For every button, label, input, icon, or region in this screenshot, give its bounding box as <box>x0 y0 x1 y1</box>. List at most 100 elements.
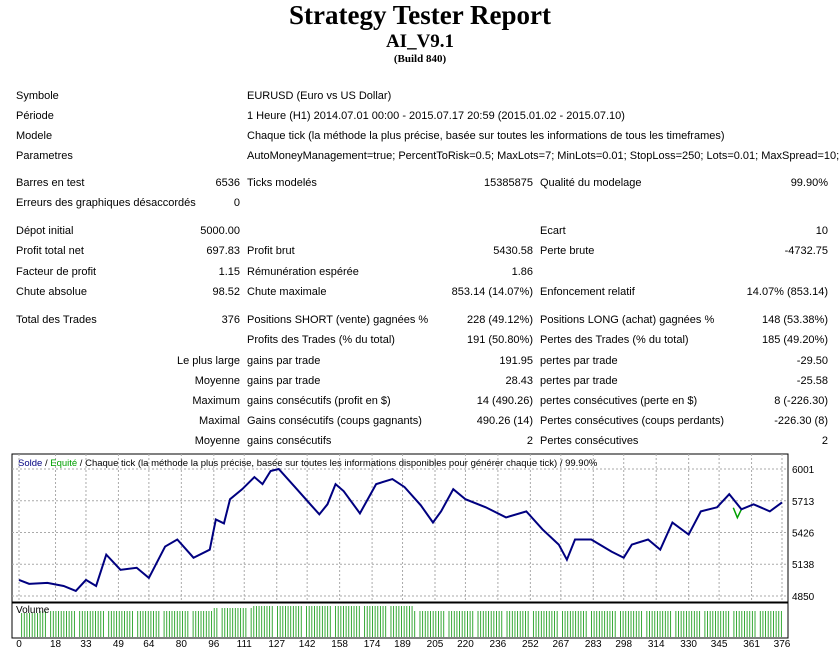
stat-label: gains consécutifs <box>247 435 332 447</box>
stat-value: 697.83 <box>206 245 240 257</box>
x-tick-label: 174 <box>364 639 381 650</box>
stat-value: 1.15 <box>218 266 240 278</box>
stat-value: 98.52 <box>212 286 240 298</box>
stat-value: Moyenne <box>194 375 240 387</box>
legend-equity: Equité <box>50 458 77 469</box>
x-tick-label: 314 <box>648 639 665 650</box>
stat-value: -29.50 <box>796 355 828 367</box>
stat-value: 14 (490.26) <box>476 395 533 407</box>
stat-label: Erreurs des graphiques désaccordés <box>16 197 196 209</box>
stat-label: Barres en test <box>16 177 85 189</box>
stat-value: 6536 <box>215 177 240 189</box>
info-value: EURUSD (Euro vs US Dollar) <box>247 90 392 102</box>
stat-label: Total des Trades <box>16 314 97 326</box>
stat-label: Positions SHORT (vente) gagnées % <box>247 314 429 326</box>
stat-value: -25.58 <box>796 375 828 387</box>
expert-name: AI_V9.1 <box>385 31 455 52</box>
stat-value: 376 <box>221 314 240 326</box>
x-tick-label: 111 <box>237 639 253 650</box>
x-tick-label: 80 <box>176 639 188 650</box>
info-label: Symbole <box>16 90 59 102</box>
x-tick-label: 96 <box>208 639 220 650</box>
info-value: Chaque tick (la méthode la plus précise,… <box>247 130 725 142</box>
info-value: AutoMoneyManagement=true; PercentToRisk=… <box>247 150 840 162</box>
volume-frame <box>11 602 789 639</box>
stat-label: gains par trade <box>247 355 321 367</box>
x-tick-label: 236 <box>490 639 507 650</box>
stat-value: -4732.75 <box>784 245 828 257</box>
stat-label: Qualité du modelage <box>540 177 642 189</box>
stat-value: 10 <box>815 225 828 237</box>
stat-value: 8 (-226.30) <box>774 395 828 407</box>
x-tick-label: 345 <box>711 639 728 650</box>
legend-rest: / Chaque tick (la méthode la plus précis… <box>77 458 598 469</box>
stat-label: Positions LONG (achat) gagnées % <box>540 314 715 326</box>
stat-label: Enfoncement relatif <box>540 286 635 298</box>
y-tick-label: 5426 <box>792 528 815 539</box>
stat-value: 14.07% (853.14) <box>746 286 828 298</box>
legend-balance: Solde <box>18 458 42 469</box>
equity-line <box>732 507 743 520</box>
stat-value: 2 <box>526 435 533 447</box>
stat-value: 5000.00 <box>200 225 240 237</box>
y-tick-label: 5138 <box>792 560 815 571</box>
legend-sep1: / <box>42 458 50 469</box>
x-tick-label: 220 <box>457 639 474 650</box>
stat-label: Profit total net <box>16 245 84 257</box>
info-label: Période <box>16 110 54 122</box>
x-tick-label: 205 <box>427 639 444 650</box>
stat-value: -226.30 (8) <box>774 415 828 427</box>
stat-value: 1.86 <box>511 266 533 278</box>
stat-value: 0 <box>233 197 240 209</box>
x-tick-label: 330 <box>680 639 697 650</box>
stat-label: gains consécutifs (profit en $) <box>247 395 391 407</box>
volume-label: Volume <box>16 605 50 616</box>
balance-line <box>18 467 783 593</box>
stat-label: Profits des Trades (% du total) <box>247 334 395 346</box>
x-tick-label: 0 <box>16 639 22 650</box>
plot-frame <box>11 453 789 603</box>
y-tick-label: 5713 <box>792 497 815 508</box>
x-tick-label: 64 <box>143 639 155 650</box>
stat-value: 853.14 (14.07%) <box>451 286 533 298</box>
stat-label: Ecart <box>540 225 566 237</box>
x-tick-label: 33 <box>80 639 92 650</box>
stat-label: Pertes des Trades (% du total) <box>540 334 689 346</box>
x-tick-label: 267 <box>552 639 569 650</box>
stat-value: Maximal <box>199 415 240 427</box>
y-tick-label: 4850 <box>792 592 815 603</box>
stat-value: 185 (49.20%) <box>761 334 828 346</box>
stat-label: Pertes consécutives (coups perdants) <box>540 415 725 427</box>
stat-value: 148 (53.38%) <box>761 314 828 326</box>
stat-label: Ticks modelés <box>247 177 317 189</box>
x-tick-label: 49 <box>113 639 125 650</box>
x-tick-label: 158 <box>331 639 348 650</box>
build-number: (Build 840) <box>393 53 447 65</box>
stat-value: Le plus large <box>177 355 240 367</box>
report-title: Strategy Tester Report <box>289 0 551 30</box>
stat-label: Profit brut <box>247 245 295 257</box>
stat-value: Moyenne <box>194 435 240 447</box>
x-tick-label: 142 <box>299 639 316 650</box>
info-label: Modele <box>16 130 53 142</box>
stat-label: Rémunération espérée <box>247 266 359 278</box>
stat-label: gains par trade <box>247 375 321 387</box>
x-tick-label: 18 <box>50 639 62 650</box>
x-tick-label: 252 <box>522 639 539 650</box>
info-value: 1 Heure (H1) 2014.07.01 00:00 - 2015.07.… <box>247 110 625 122</box>
info-label: Parametres <box>16 150 73 162</box>
stat-label: pertes par trade <box>540 355 618 367</box>
stat-value: 191.95 <box>499 355 533 367</box>
stat-value: 228 (49.12%) <box>466 314 533 326</box>
chart-legend: Solde / Equité / Chaque tick (la méthode… <box>18 458 598 469</box>
stat-value: 490.26 (14) <box>476 415 533 427</box>
stat-label: Chute absolue <box>16 286 87 298</box>
stat-value: 15385875 <box>484 177 533 189</box>
stat-value: Maximum <box>192 395 240 407</box>
balance-chart: 6001 5713 5426 5138 4850 0 18 33 49 64 80 96 111 127 1… <box>11 453 815 650</box>
stat-value: 5430.58 <box>493 245 533 257</box>
stat-label: Gains consécutifs (coups gagnants) <box>247 415 422 427</box>
stat-label: Dépot initial <box>16 225 74 237</box>
stat-label: pertes consécutives (perte en $) <box>540 395 698 407</box>
stat-value: 191 (50.80%) <box>466 334 533 346</box>
